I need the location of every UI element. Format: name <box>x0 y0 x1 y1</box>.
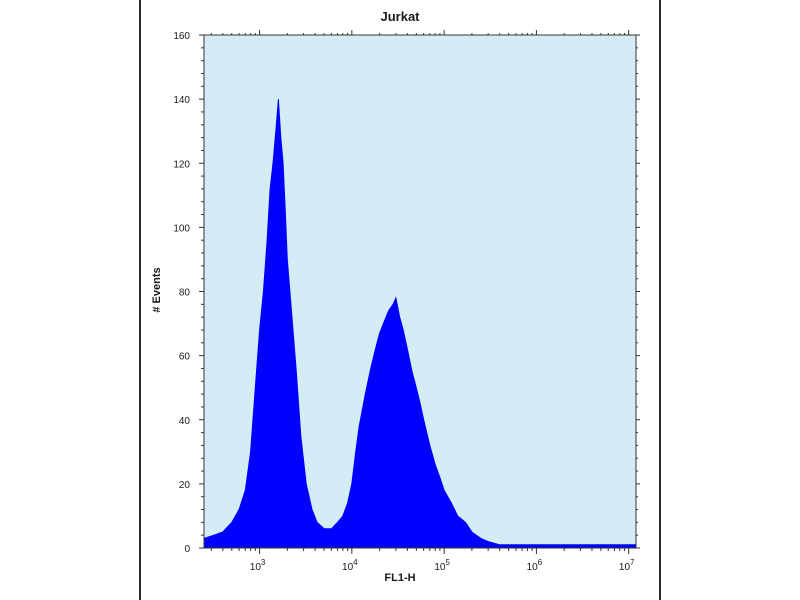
y-tick-label: 80 <box>179 288 191 299</box>
x-tick-label: 107 <box>619 558 635 573</box>
y-tick-label: 100 <box>173 223 190 234</box>
y-tick-label: 40 <box>179 416 191 427</box>
histogram-series-0 <box>203 99 637 549</box>
y-tick-label: 60 <box>179 352 191 363</box>
y-tick-label: 0 <box>184 544 190 555</box>
y-tick-label: 160 <box>173 31 190 42</box>
x-axis-label: FL1-H <box>384 572 416 584</box>
x-tick-label: 105 <box>434 558 450 573</box>
x-tick-label: 106 <box>527 558 543 573</box>
axis-layer: 0 20 40 60 80 100 120 140 160 103 104 105 106 107 <box>173 30 640 573</box>
x-tick-label: 104 <box>342 558 358 573</box>
series-layer <box>203 99 637 549</box>
chart-title: Jurkat <box>380 9 420 24</box>
y-tick-label: 120 <box>173 159 190 170</box>
x-tick-label: 103 <box>250 558 266 573</box>
y-tick-label: 20 <box>179 480 191 491</box>
y-tick-label: 140 <box>173 95 190 106</box>
